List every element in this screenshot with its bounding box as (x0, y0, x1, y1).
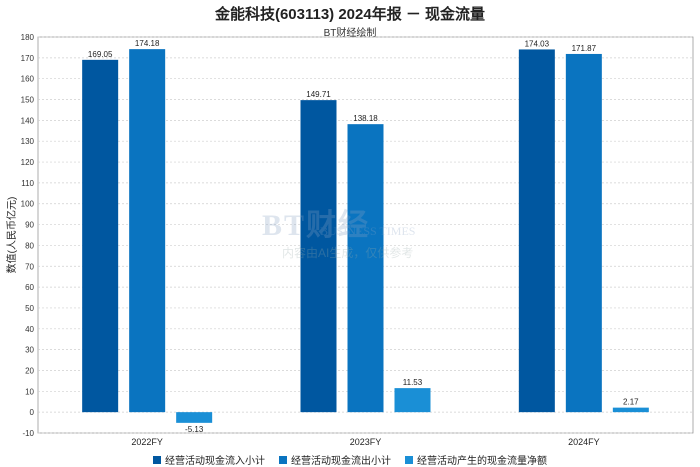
chart-title: 金能科技(603113) 2024年报 － 现金流量 (214, 6, 486, 23)
data-label: 138.18 (353, 114, 378, 123)
y-tick-label: 150 (21, 96, 35, 105)
y-tick-label: 160 (21, 75, 35, 84)
data-label: 149.71 (306, 90, 331, 99)
bar (129, 49, 166, 413)
y-tick-label: 90 (25, 221, 34, 230)
y-tick-label: 130 (21, 137, 35, 146)
x-tick-label: 2024FY (568, 437, 600, 447)
data-label: 171.87 (572, 44, 597, 53)
chart-legend: 经营活动现金流入小计 经营活动现金流出小计 经营活动产生的现金流量净额 (0, 452, 700, 467)
x-tick-label: 2023FY (350, 437, 382, 447)
data-label: -5.13 (185, 425, 204, 434)
y-tick-label: 30 (25, 346, 34, 355)
x-tick-label: 2022FY (131, 437, 163, 447)
y-tick-label: 10 (25, 387, 34, 396)
y-tick-label: 180 (21, 33, 35, 42)
bar (176, 412, 213, 423)
bar (518, 49, 555, 413)
y-tick-label: 80 (25, 241, 34, 250)
bar (82, 59, 119, 413)
bar (300, 100, 337, 413)
legend-swatch (279, 455, 287, 464)
legend-label: 经营活动现金流出小计 (291, 456, 391, 467)
legend-item[interactable]: 经营活动现金流入小计 (153, 452, 265, 467)
legend-label: 经营活动产生的现金流量净额 (417, 456, 547, 467)
data-label: 169.05 (88, 50, 113, 59)
bar (394, 388, 431, 413)
y-axis-label: 数值(人民币亿元) (5, 197, 18, 274)
bar (565, 53, 602, 413)
y-tick-label: 120 (21, 158, 35, 167)
y-tick-label: 70 (25, 262, 34, 271)
data-label: 2.17 (623, 398, 639, 407)
y-tick-label: 40 (25, 325, 34, 334)
bar (347, 124, 384, 413)
chart-subtitle: BT财经绘制 (323, 28, 377, 39)
y-tick-label: 110 (21, 179, 34, 188)
legend-item[interactable]: 经营活动产生的现金流量净额 (405, 452, 547, 467)
y-tick-label: 170 (21, 54, 35, 63)
data-label: 174.03 (525, 39, 550, 48)
legend-swatch (405, 455, 413, 464)
y-tick-label: 60 (25, 283, 34, 292)
legend-item[interactable]: 经营活动现金流出小计 (279, 452, 391, 467)
y-tick-label: -10 (22, 429, 34, 438)
plot-area-frame (37, 36, 694, 434)
y-tick-label: 50 (25, 304, 34, 313)
y-tick-label: 0 (30, 408, 35, 417)
y-tick-label: 140 (21, 116, 35, 125)
bar (612, 407, 649, 413)
legend-swatch (153, 455, 161, 464)
y-tick-label: 20 (25, 366, 34, 375)
data-label: 11.53 (403, 378, 423, 387)
legend-label: 经营活动现金流入小计 (165, 456, 265, 467)
y-tick-label: 100 (21, 200, 35, 209)
data-label: 174.18 (135, 39, 160, 48)
